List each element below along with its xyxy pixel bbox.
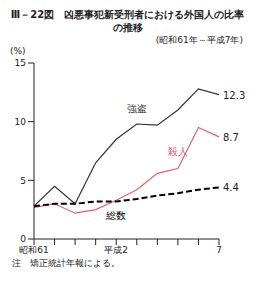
html-text:Ⅲ－22図 凶悪事犯新受刑者における外国人の比率の推移: Ⅲ－22図 凶悪事犯新受刑者における外国人の比率の推移 xyxy=(10,9,245,33)
svg-text:0: 0 xyxy=(20,234,26,244)
svg-text:総数: 総数 xyxy=(105,210,126,221)
svg-text:5: 5 xyxy=(20,176,26,186)
svg-text:4.4: 4.4 xyxy=(223,182,239,193)
html-text:(昭和61年～平成7年): (昭和61年～平成7年) xyxy=(155,35,243,45)
svg-text:15: 15 xyxy=(15,58,26,68)
svg-text:平成2: 平成2 xyxy=(104,245,128,255)
svg-text:10: 10 xyxy=(15,117,27,127)
svg-text:昭和61: 昭和61 xyxy=(19,245,48,255)
html-text:注 矯正統計年報による。: 注 矯正統計年報による。 xyxy=(12,258,120,268)
svg-text:強盗: 強盗 xyxy=(127,103,147,114)
svg-text:7: 7 xyxy=(216,245,222,255)
svg-text:殺人: 殺人 xyxy=(168,146,188,157)
svg-text:8.7: 8.7 xyxy=(223,132,239,143)
svg-text:12.3: 12.3 xyxy=(223,90,245,101)
